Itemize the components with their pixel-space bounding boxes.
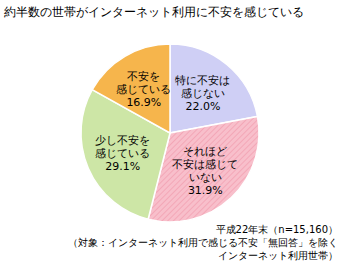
note: 平成22年末（n=15,160） [216, 224, 338, 235]
pie: 特に不安は感じない22.0% それほど不安は感じていない31.9% 少し不安を感じて… [81, 44, 259, 222]
slice-label: 特に不安は感じない [175, 74, 230, 100]
note: インターネット利用世帯） [218, 250, 338, 261]
note: （対象：インターネット利用で感じる不安「無回答」を除く [68, 237, 338, 248]
chart: 約半数の世帯がインターネット利用に不安を感じている特に不安は感じない22.0% そ… [0, 0, 342, 267]
data-label: 16.9% [126, 96, 161, 109]
slice-label: 不安を感じている [116, 70, 171, 96]
slice-label: それほど不安は感じていない [172, 145, 238, 184]
data-label: 31.9% [188, 184, 223, 197]
slice-label: 少し不安を感じている [95, 134, 150, 160]
data-label: 22.0% [185, 100, 220, 113]
title: 約半数の世帯がインターネット利用に不安を感じている [4, 5, 304, 19]
data-label: 29.1% [105, 160, 140, 173]
